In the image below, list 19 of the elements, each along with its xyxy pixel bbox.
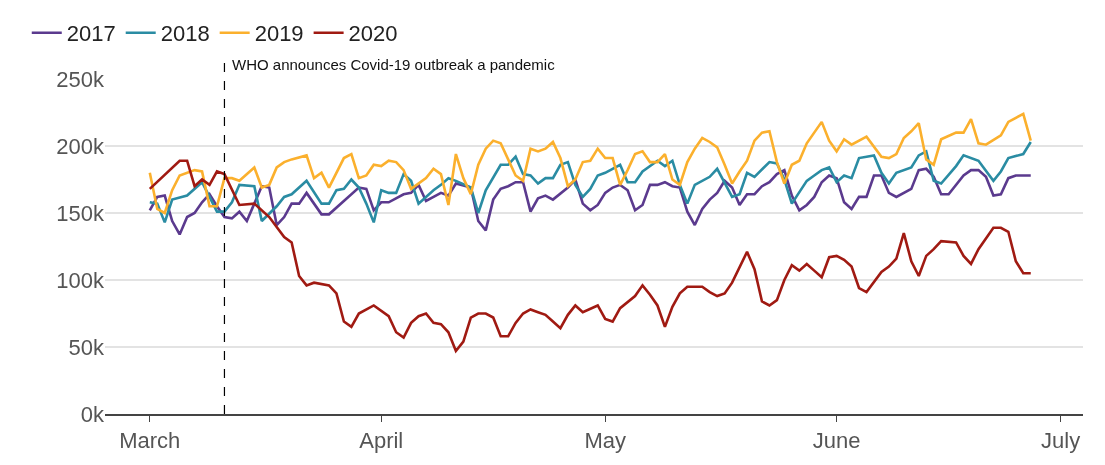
x-tick-label: May: [584, 428, 626, 454]
y-tick-label: 0k: [80, 401, 105, 427]
x-tick-label: July: [1041, 428, 1081, 454]
y-tick-label: 150k: [56, 200, 105, 226]
line-series: [148, 112, 1033, 215]
ref-line-label: WHO announces Covid-19 outbreak a pandemic: [232, 56, 556, 73]
y-tick-label: 200k: [56, 133, 105, 159]
y-tick-label: 250k: [56, 66, 105, 92]
line-series: [148, 140, 1033, 224]
line-series: [148, 159, 1033, 353]
legend-label: 2018: [160, 21, 210, 47]
legend-label: 2020: [348, 21, 398, 47]
x-tick-label: March: [119, 428, 181, 454]
x-tick-label: April: [359, 428, 404, 454]
y-tick-label: 100k: [56, 267, 105, 293]
legend-label: 2019: [254, 21, 304, 47]
legend-label: 2017: [66, 21, 116, 47]
y-tick-label: 50k: [68, 334, 105, 360]
x-tick-label: June: [812, 428, 861, 454]
